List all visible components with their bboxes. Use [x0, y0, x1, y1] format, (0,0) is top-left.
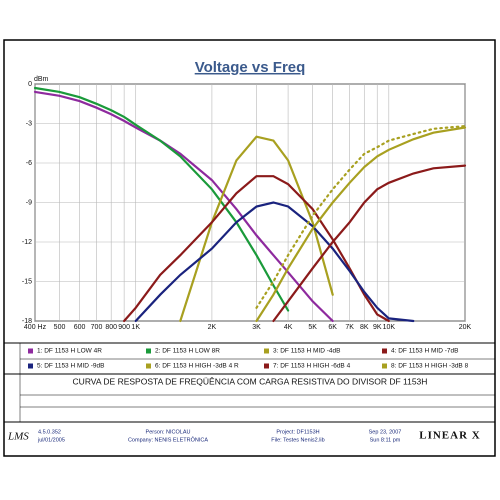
- x-tick-label: 4K: [284, 324, 293, 331]
- chart-title: Voltage vs Freq: [195, 59, 306, 76]
- legend-swatch: [146, 363, 151, 369]
- x-tick-label: 400 Hz: [24, 324, 47, 331]
- x-tick-label: 6K: [328, 324, 337, 331]
- legend-label: 5: DF 1153 H MID -9dB: [37, 363, 104, 370]
- x-tick-label: 5K: [308, 324, 317, 331]
- legend-label: 4: DF 1153 H MID -7dB: [391, 348, 458, 355]
- notes: CURVA DE RESPOSTA DE FREQÜÊNCIA COM CARG…: [73, 376, 428, 386]
- x-tick-label: 9K: [373, 324, 382, 331]
- y-tick-label: -18: [22, 318, 32, 325]
- y-tick-label: -3: [26, 120, 32, 127]
- legend-swatch: [382, 348, 387, 354]
- y-tick-label: -15: [22, 278, 32, 285]
- print-time: Sun 8:11 pm: [370, 437, 401, 443]
- x-tick-label: 1K: [131, 324, 140, 331]
- legend-swatch: [28, 363, 33, 369]
- y-axis-label: dBm: [34, 76, 49, 83]
- x-tick-label: 20K: [459, 324, 472, 331]
- x-tick-label: 800: [105, 324, 117, 331]
- x-tick-label: 8K: [360, 324, 369, 331]
- series-line: [33, 86, 290, 312]
- legend-label: 2: DF 1153 H LOW 8R: [155, 348, 220, 355]
- x-tick-label: 7K: [345, 324, 354, 331]
- file: File: Testes Nenis2.lib: [271, 437, 324, 443]
- print-date: Sep 23, 2007: [369, 429, 402, 435]
- legend-label: 1: DF 1153 H LOW 4R: [37, 348, 102, 355]
- x-tick-label: 600: [74, 324, 86, 331]
- company: Company: NENIS ELETRÔNICA: [128, 436, 208, 443]
- y-tick-label: -9: [26, 199, 32, 206]
- series-line: [134, 201, 415, 323]
- brand: LINEAR X: [419, 430, 480, 442]
- person: Person: NICOLAU: [146, 429, 191, 435]
- x-tick-label: 900: [118, 324, 130, 331]
- series-line: [255, 126, 467, 323]
- x-tick-label: 2K: [208, 324, 217, 331]
- legend-label: 7: DF 1153 H HIGH -6dB 4: [273, 363, 351, 370]
- legend-label: 8: DF 1153 H HIGH -3dB 8: [391, 363, 469, 370]
- x-tick-label: 700: [91, 324, 103, 331]
- x-tick-label: 500: [54, 324, 66, 331]
- legend-swatch: [146, 348, 151, 354]
- legend-swatch: [382, 363, 387, 369]
- legend-label: 3: DF 1153 H MID -4dB: [273, 348, 340, 355]
- legend-swatch: [264, 348, 269, 354]
- date: jul/01/2005: [37, 437, 65, 443]
- project: Project: DF1153H: [276, 429, 319, 435]
- legend-swatch: [28, 348, 33, 354]
- y-tick-label: 0: [28, 81, 32, 88]
- y-tick-label: -12: [22, 239, 32, 246]
- logo: LMS: [7, 431, 29, 443]
- x-tick-label: 3K: [252, 324, 261, 331]
- version: 4.5.0.352: [38, 429, 61, 435]
- legend-swatch: [264, 363, 269, 369]
- y-tick-label: -6: [26, 160, 32, 167]
- series-line: [179, 135, 334, 323]
- legend-label: 6: DF 1153 H HIGH -3dB 4 R: [155, 363, 239, 370]
- series-line: [255, 125, 467, 309]
- series-line: [272, 164, 467, 323]
- x-tick-label: 10K: [383, 324, 396, 331]
